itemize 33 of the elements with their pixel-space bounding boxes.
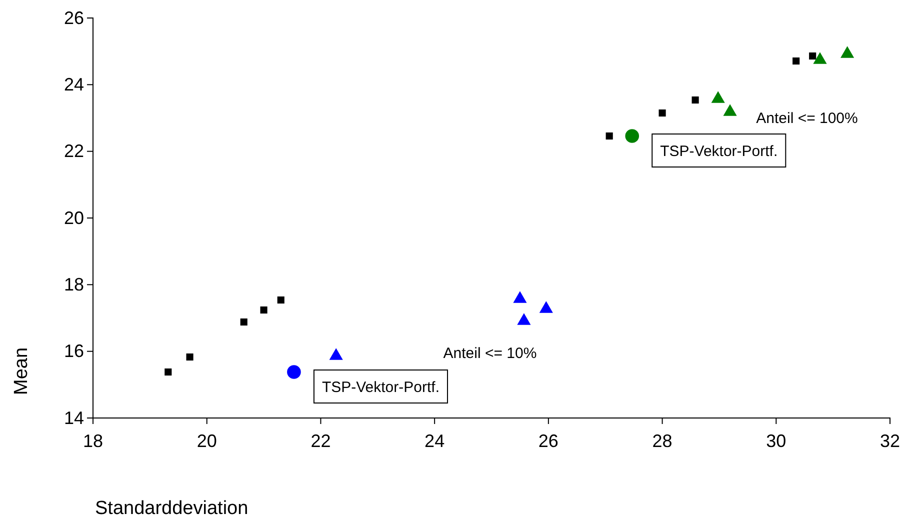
point — [287, 365, 301, 379]
annotation: Anteil <= 10% — [443, 345, 537, 362]
point — [792, 57, 800, 65]
y-tick-label: 26 — [64, 8, 84, 28]
series-label: TSP-Vektor-Portf. — [660, 143, 778, 160]
y-tick-label: 24 — [64, 74, 84, 94]
x-tick-label: 24 — [424, 430, 445, 451]
point — [692, 96, 699, 104]
x-tick-label: 18 — [82, 430, 104, 451]
x-tick-label: 30 — [766, 430, 786, 451]
point — [606, 132, 613, 140]
x-axis-title: Standarddeviation — [95, 498, 248, 518]
point — [809, 52, 816, 60]
annotation: Anteil <= 100% — [756, 110, 858, 127]
x-tick-label: 22 — [310, 430, 331, 451]
x-tick-label: 32 — [880, 430, 900, 451]
point — [260, 306, 268, 314]
point — [240, 318, 248, 326]
y-tick-label: 16 — [64, 341, 84, 362]
x-tick-label: 26 — [538, 430, 558, 451]
point — [186, 353, 194, 361]
point — [164, 368, 172, 376]
y-tick-label: 14 — [64, 408, 84, 428]
y-axis-title: Mean — [11, 347, 32, 395]
x-tick-label: 20 — [196, 430, 217, 451]
point — [625, 129, 640, 143]
y-tick-label: 18 — [64, 274, 84, 294]
series-label: TSP-Vektor-Portf. — [322, 379, 440, 396]
point — [658, 109, 666, 117]
x-tick-label: 28 — [652, 430, 672, 451]
y-tick-label: 22 — [64, 141, 84, 162]
y-tick-label: 20 — [64, 208, 84, 228]
point — [277, 296, 284, 304]
